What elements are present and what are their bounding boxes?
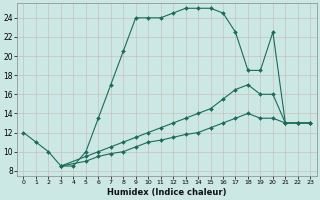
X-axis label: Humidex (Indice chaleur): Humidex (Indice chaleur) bbox=[107, 188, 227, 197]
